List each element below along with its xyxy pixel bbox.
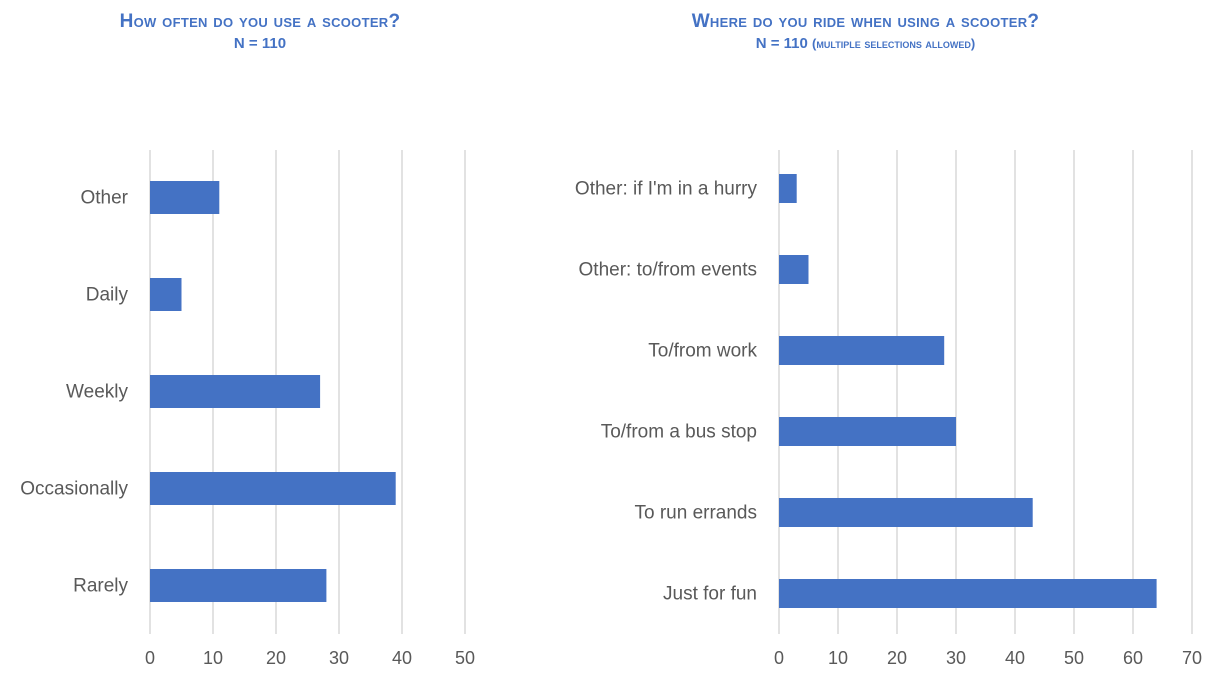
chart-subtitle: N = 110 (multiple selections allowed) [520,34,1211,54]
x-tick-label: 30 [946,648,966,668]
x-tick-label: 10 [203,648,223,668]
bar [150,375,321,408]
category-label: Occasionally [20,479,128,500]
bar [150,569,327,602]
x-tick-label: 40 [1005,648,1025,668]
bar [150,278,182,311]
bar [779,336,945,365]
x-tick-label: 10 [828,648,848,668]
chart-header: Where do you ride when using a scooter? … [520,10,1211,54]
chart-subtitle: N = 110 [233,35,287,52]
bar [150,472,396,505]
bar [779,174,797,203]
category-label: Other: to/from events [579,260,757,281]
bar [779,417,956,446]
x-tick-label: 0 [774,648,784,668]
chart-title: Where do you ride when using a scooter? [691,11,1040,32]
x-tick-label: 50 [455,648,475,668]
chart-subtitle-n: N = 110 [755,35,808,52]
bar [779,579,1157,608]
category-label: Weekly [66,382,128,403]
bar [779,255,809,284]
bar-chart-frequency: 0 10 20 30 40 50 Rarely Occasionally Weekly Daily… [20,150,475,668]
category-label: To/from a bus stop [601,422,757,443]
category-label: Just for fun [663,584,757,605]
x-tick-label: 30 [329,648,349,668]
chart-ride-purpose: Where do you ride when using a scooter? … [520,0,1211,681]
category-label: Other: if I'm in a hurry [575,179,758,200]
category-label: Rarely [73,576,128,597]
x-tick-label: 20 [887,648,907,668]
bar [150,181,220,214]
chart-header: How often do you use a scooter? N = 110 [0,10,520,54]
x-tick-label: 40 [392,648,412,668]
category-label: To/from work [648,341,757,362]
category-label: Other [80,188,128,209]
x-tick-label: 20 [266,648,286,668]
x-tick-label: 70 [1182,648,1202,668]
category-label: To run errands [634,503,757,524]
category-label: Daily [86,285,129,306]
chart-title: How often do you use a scooter? [119,11,401,32]
bar-chart-purpose: 0 10 20 30 40 50 60 70 Just for fun To run errand… [575,150,1202,668]
x-tick-label: 60 [1123,648,1143,668]
x-tick-label: 50 [1064,648,1084,668]
x-tick-label: 0 [145,648,155,668]
chart-subtitle-note: (multiple selections allowed) [812,36,976,51]
bar [779,498,1033,527]
chart-scooter-frequency: How often do you use a scooter? N = 110 … [0,0,520,681]
